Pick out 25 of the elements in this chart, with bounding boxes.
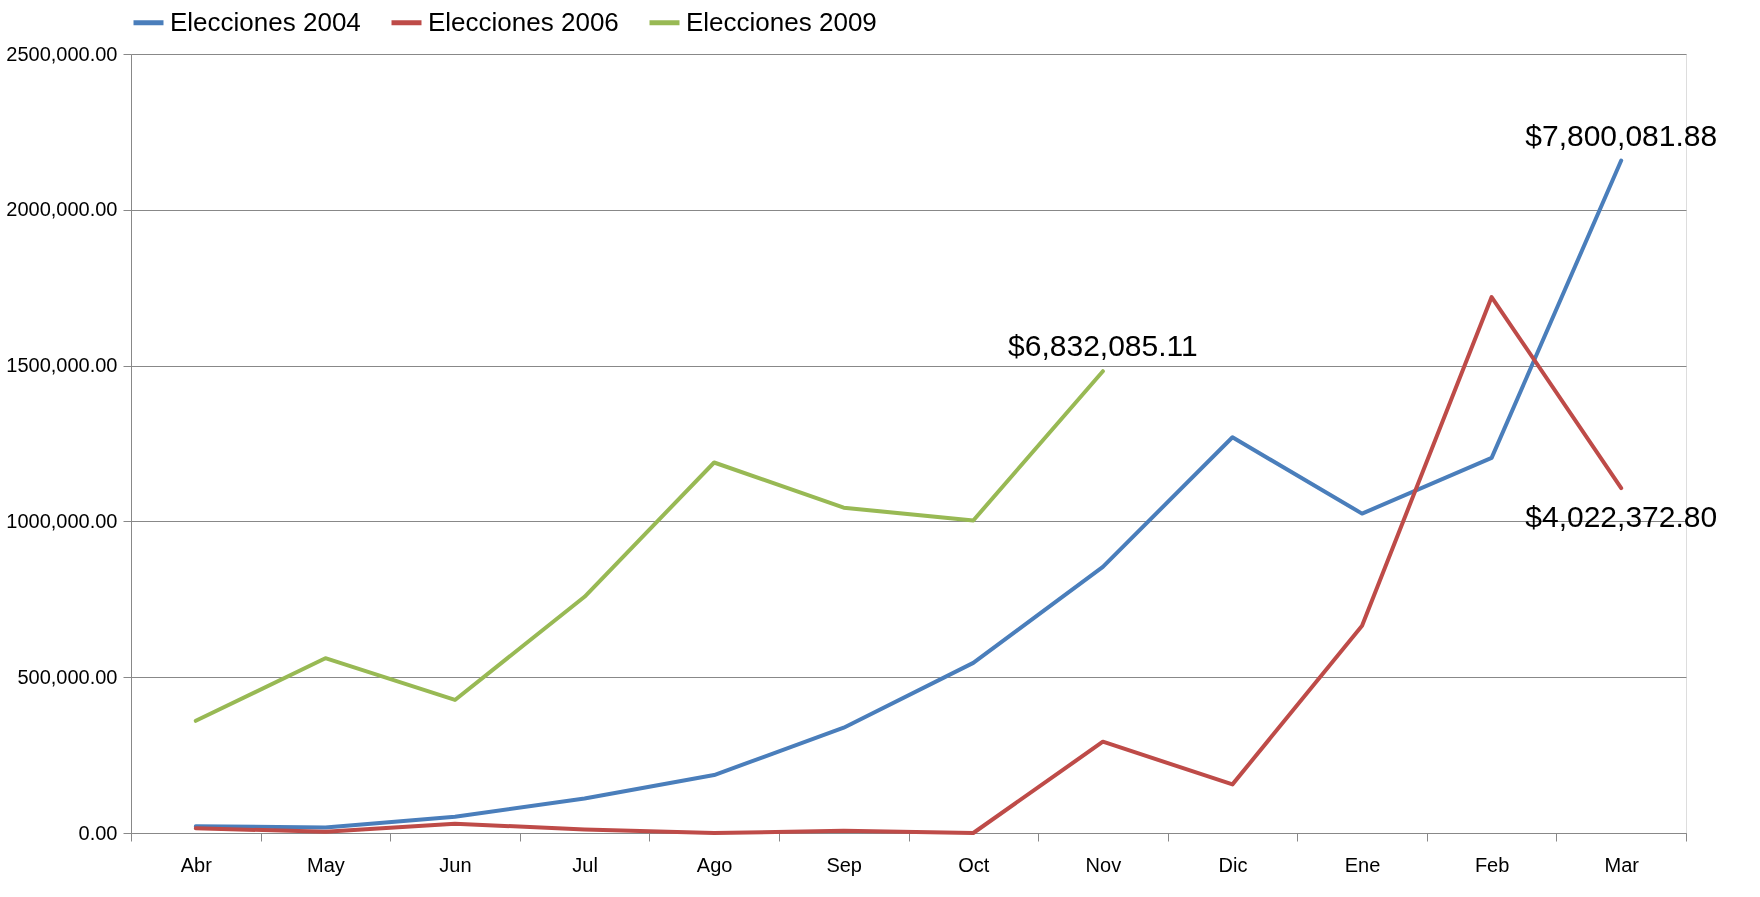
legend-label: Elecciones 2009: [686, 6, 877, 37]
x-tick-label: Mar: [1604, 853, 1640, 876]
x-tick-label: Feb: [1474, 853, 1510, 876]
x-tick-label: Oct: [958, 853, 990, 876]
x-tick-label: Jun: [439, 853, 472, 876]
x-tick-label: Nov: [1085, 853, 1122, 876]
y-tick-label: 1000,000.00: [6, 509, 118, 532]
x-tick-label: Ene: [1344, 853, 1381, 876]
x-tick-label: Ago: [696, 853, 733, 876]
y-tick-label: 1500,000.00: [6, 354, 118, 377]
legend-label: Elecciones 2004: [170, 6, 361, 37]
legend-label: Elecciones 2006: [428, 6, 619, 37]
x-tick-label: Abr: [180, 853, 213, 876]
annotation: $6,832,085.11: [1008, 329, 1198, 363]
annotation: $4,022,372.80: [1525, 500, 1718, 534]
x-tick-label: Dic: [1218, 853, 1248, 876]
annotation: $7,800,081.88: [1525, 118, 1718, 152]
y-tick-label: 2000,000.00: [6, 198, 118, 221]
y-tick-label: 500,000.00: [17, 665, 118, 688]
x-tick-label: Jul: [572, 853, 598, 876]
y-tick-label: 2500,000.00: [6, 42, 118, 65]
x-tick-label: May: [306, 853, 345, 876]
y-tick-label: 0.00: [78, 821, 118, 844]
x-tick-label: Sep: [826, 853, 863, 876]
line-series: [193, 369, 1105, 723]
